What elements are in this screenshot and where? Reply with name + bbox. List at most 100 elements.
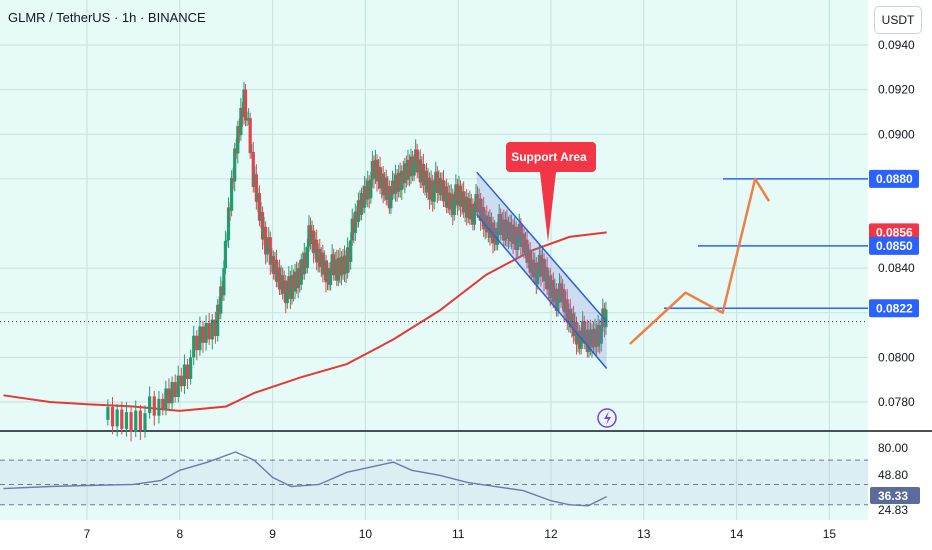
candle-body: [412, 162, 416, 176]
rsi-tick-label: 24.83: [878, 503, 908, 517]
candle-body: [245, 119, 249, 121]
lightning-icon: [597, 408, 617, 428]
price-badge-label: 0.0850: [876, 239, 913, 253]
time-tick-label: 11: [452, 527, 465, 541]
candle-body: [182, 364, 187, 387]
time-tick-label: 15: [823, 527, 837, 541]
price-tick-label: 0.0780: [878, 395, 915, 409]
candle-body: [248, 118, 252, 154]
candle-body: [226, 207, 231, 241]
candle-body: [472, 209, 477, 225]
candle-body: [369, 179, 373, 199]
candle-body: [106, 407, 110, 420]
time-tick-label: 14: [730, 527, 744, 541]
candle-body: [210, 319, 214, 340]
time-tick-label: 10: [359, 527, 373, 541]
candle-body: [264, 226, 268, 255]
time-tick-label: 9: [269, 527, 276, 541]
rsi-tick-label: 80.00: [878, 441, 908, 455]
rsi-value-label: 36.33: [878, 489, 908, 503]
candle-body: [265, 245, 269, 255]
candle-body: [192, 335, 196, 358]
candle-body: [207, 323, 211, 340]
candle-body: [579, 335, 583, 349]
time-tick-label: 13: [637, 527, 651, 541]
candle-body: [604, 309, 608, 328]
channel-lower-line: [476, 214, 608, 370]
price-axis-bg: [868, 0, 932, 550]
price-badge: [869, 236, 919, 255]
time-tick-label: 8: [176, 527, 183, 541]
candle-body: [143, 413, 147, 430]
candle-body: [219, 286, 223, 314]
candle-body: [223, 240, 228, 269]
candle-body: [124, 412, 129, 429]
candle-body: [233, 148, 237, 182]
candle-body: [216, 304, 220, 336]
candle-body: [134, 410, 138, 432]
channel-fill: [476, 172, 607, 369]
candle-body: [496, 229, 500, 245]
rsi-band-fill: [0, 460, 868, 505]
candle-body: [268, 237, 272, 265]
candle-body: [452, 199, 456, 216]
chart-title: GLMR / TetherUS · 1h · BINANCE: [8, 10, 206, 25]
support-area-callout: [506, 142, 596, 242]
candle-body: [556, 297, 560, 311]
time-tick-label: 12: [544, 527, 558, 541]
candle-body: [432, 186, 436, 202]
currency-button[interactable]: USDT: [874, 6, 922, 34]
price-tick-label: 0.0840: [878, 261, 915, 275]
lightning-glyph: [604, 411, 611, 425]
candle-body: [254, 174, 258, 202]
time-tick-label: 7: [84, 527, 91, 541]
candle-body: [349, 240, 353, 262]
candle-body: [305, 246, 309, 268]
price-badge: [869, 299, 919, 318]
candle-body: [222, 268, 226, 296]
price-badge-label: 0.0822: [876, 301, 913, 315]
candle-body: [179, 375, 183, 387]
support-area-label: Support Area: [511, 150, 587, 164]
candle-body: [161, 398, 165, 410]
price-badge-label: 0.0880: [876, 172, 913, 186]
candle-body: [176, 375, 180, 397]
candle-body: [243, 89, 248, 121]
candle-body: [189, 357, 193, 380]
time-axis-bg: [0, 520, 932, 550]
channel-upper-line: [476, 171, 608, 323]
candle-body: [167, 388, 171, 404]
price-tick-label: 0.0920: [878, 83, 915, 97]
candle-body: [198, 326, 202, 351]
candle-body: [152, 396, 156, 416]
candle-body: [170, 382, 174, 404]
price-tick-label: 0.0900: [878, 127, 915, 141]
candle-body: [599, 326, 603, 344]
price-tick-label: 0.0940: [878, 38, 915, 52]
rsi-pane-bg: [0, 432, 868, 520]
candle-body: [260, 212, 265, 240]
candle-body: [239, 107, 243, 136]
candle-body: [516, 236, 520, 250]
candle-body: [110, 407, 115, 427]
candle-body: [230, 177, 234, 211]
candle-body: [329, 269, 333, 285]
candle-body: [285, 289, 289, 304]
candle-body: [251, 151, 255, 187]
candle-body: [213, 319, 217, 336]
rsi-tick-label: 48.80: [878, 468, 908, 482]
candle-body: [236, 126, 240, 154]
candle-body: [164, 388, 168, 410]
candle-body: [195, 335, 199, 351]
candle-body: [120, 409, 124, 429]
candle-body: [115, 409, 119, 427]
candle-body: [257, 193, 262, 221]
price-badge-label: 0.0856: [876, 225, 913, 239]
candle-body: [353, 211, 357, 234]
rsi-value-badge: [870, 487, 920, 504]
projection-arrow: [629, 177, 771, 345]
candle-body: [138, 410, 142, 430]
candle-body: [389, 194, 393, 209]
